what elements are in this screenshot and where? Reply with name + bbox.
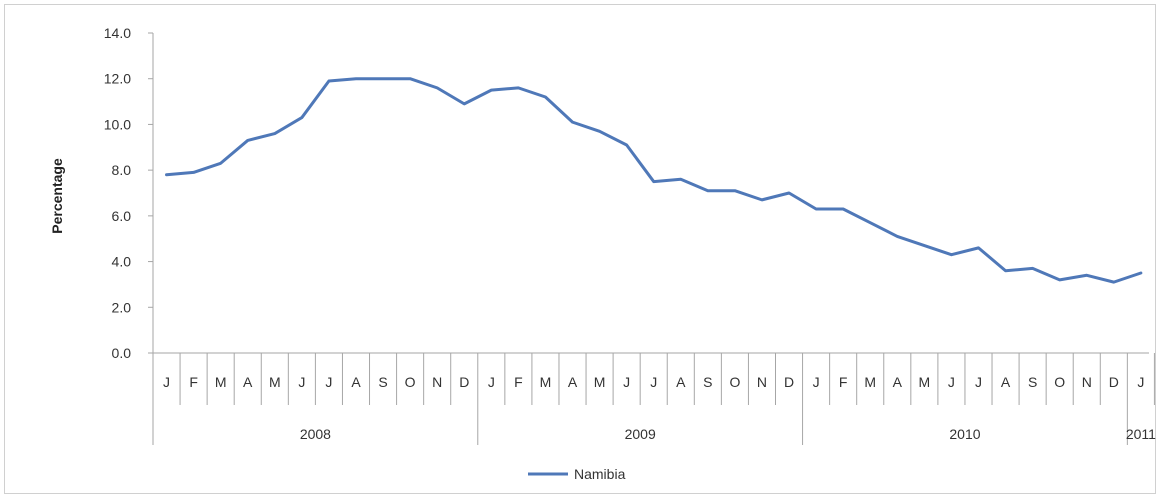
x-tick-label: A	[351, 374, 361, 390]
y-tick-label: 4.0	[112, 254, 132, 270]
x-tick-label: S	[703, 374, 712, 390]
y-tick-label: 8.0	[112, 162, 132, 178]
x-tick-label: S	[378, 374, 387, 390]
x-tick-label: J	[488, 374, 495, 390]
y-tick-label: 14.0	[104, 25, 131, 41]
x-tick-label: A	[1001, 374, 1011, 390]
x-tick-label: D	[459, 374, 469, 390]
y-axis: 0.0 2.0 4.0 6.0 8.0 10.0 12.0 14.0	[104, 25, 154, 361]
x-tick-label: F	[839, 374, 848, 390]
x-tick-label: M	[594, 374, 606, 390]
x-tick-label: M	[269, 374, 281, 390]
x-tick-label: F	[189, 374, 198, 390]
x-tick-label: J	[163, 374, 170, 390]
x-tick-label: M	[540, 374, 552, 390]
x-tick-label: A	[676, 374, 686, 390]
legend: Namibia	[528, 466, 626, 482]
x-tick-label: D	[1109, 374, 1119, 390]
plot-area	[165, 77, 1143, 284]
x-tick-label: J	[948, 374, 955, 390]
group-label-2011: 2011	[1126, 426, 1156, 442]
x-tick-label: J	[813, 374, 820, 390]
x-tick-label: O	[729, 374, 740, 390]
x-tick-label: N	[432, 374, 442, 390]
x-tick-label: J	[298, 374, 305, 390]
group-label-2010: 2010	[949, 426, 980, 442]
x-tick-label: N	[1082, 374, 1092, 390]
x-tick-label: D	[784, 374, 794, 390]
x-tick-label: N	[757, 374, 767, 390]
x-tick-label: O	[1054, 374, 1065, 390]
chart-frame	[4, 4, 1156, 494]
group-label-2009: 2009	[625, 426, 656, 442]
x-axis: J F M A M J J A S O N D J F M A M J J A S O N D J F M A M J J A S O N D J200…	[152, 352, 1156, 445]
y-tick-label: 10.0	[104, 116, 131, 132]
y-axis-label: Percentage	[49, 158, 65, 234]
x-tick-label: J	[325, 374, 332, 390]
x-tick-label: A	[568, 374, 578, 390]
x-tick-label: M	[864, 374, 876, 390]
x-tick-label: M	[919, 374, 931, 390]
x-tick-label: F	[514, 374, 523, 390]
x-tick-label: O	[405, 374, 416, 390]
y-tick-label: 2.0	[112, 299, 132, 315]
y-tick-label: 6.0	[112, 208, 132, 224]
x-tick-label: A	[893, 374, 903, 390]
x-tick-label: S	[1028, 374, 1037, 390]
x-tick-label: M	[215, 374, 227, 390]
x-tick-label: J	[975, 374, 982, 390]
group-label-2008: 2008	[300, 426, 331, 442]
series-line-namibia	[165, 77, 1143, 284]
legend-label-namibia: Namibia	[574, 466, 626, 482]
y-tick-label: 0.0	[112, 345, 132, 361]
x-tick-label: A	[243, 374, 253, 390]
x-tick-label: J	[623, 374, 630, 390]
y-tick-label: 12.0	[104, 71, 131, 87]
x-tick-label: J	[1137, 374, 1144, 390]
x-tick-label: J	[650, 374, 657, 390]
